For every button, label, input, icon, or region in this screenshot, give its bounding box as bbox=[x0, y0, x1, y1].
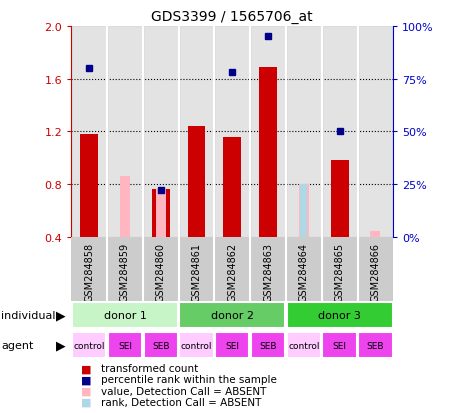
Bar bbox=[72, 332, 106, 358]
Bar bbox=[120, 177, 129, 237]
Text: ■: ■ bbox=[80, 397, 91, 407]
Bar bbox=[215, 332, 249, 358]
Text: GSM284866: GSM284866 bbox=[369, 242, 380, 301]
Bar bbox=[71, 237, 107, 301]
Bar bbox=[321, 237, 357, 301]
Text: GSM284859: GSM284859 bbox=[120, 242, 130, 301]
Bar bbox=[156, 190, 165, 237]
Bar bbox=[223, 137, 241, 237]
Text: percentile rank within the sample: percentile rank within the sample bbox=[101, 375, 276, 385]
Text: SEB: SEB bbox=[151, 341, 169, 350]
Bar bbox=[80, 135, 98, 237]
Bar bbox=[250, 237, 285, 301]
Text: GSM284861: GSM284861 bbox=[191, 242, 201, 301]
Bar bbox=[107, 237, 143, 301]
Text: agent: agent bbox=[1, 340, 33, 350]
Bar bbox=[72, 302, 178, 328]
Text: control: control bbox=[73, 341, 105, 350]
Text: SEI: SEI bbox=[225, 341, 239, 350]
Bar bbox=[285, 237, 321, 301]
Bar bbox=[151, 190, 169, 237]
Text: control: control bbox=[287, 341, 319, 350]
Bar bbox=[214, 237, 250, 301]
Bar bbox=[71, 27, 107, 237]
Bar bbox=[143, 332, 178, 358]
Text: SEB: SEB bbox=[259, 341, 276, 350]
Bar bbox=[214, 27, 250, 237]
Bar bbox=[357, 237, 392, 301]
Text: SEI: SEI bbox=[332, 341, 346, 350]
Text: donor 3: donor 3 bbox=[318, 310, 360, 320]
Bar bbox=[179, 302, 285, 328]
Bar bbox=[321, 27, 357, 237]
Bar bbox=[143, 27, 178, 237]
Text: individual: individual bbox=[1, 310, 55, 320]
Bar bbox=[179, 332, 213, 358]
Text: GSM284860: GSM284860 bbox=[156, 242, 165, 301]
Text: transformed count: transformed count bbox=[101, 363, 198, 373]
Bar bbox=[107, 332, 142, 358]
Text: rank, Detection Call = ABSENT: rank, Detection Call = ABSENT bbox=[101, 397, 261, 407]
Text: SEB: SEB bbox=[366, 341, 383, 350]
Text: donor 2: donor 2 bbox=[210, 310, 253, 320]
Bar bbox=[143, 237, 178, 301]
Bar bbox=[107, 27, 143, 237]
Bar bbox=[286, 332, 320, 358]
Bar bbox=[286, 302, 392, 328]
Text: value, Detection Call = ABSENT: value, Detection Call = ABSENT bbox=[101, 386, 266, 396]
Title: GDS3399 / 1565706_at: GDS3399 / 1565706_at bbox=[151, 10, 313, 24]
Bar bbox=[300, 185, 307, 237]
Text: control: control bbox=[180, 341, 212, 350]
Text: GSM284865: GSM284865 bbox=[334, 242, 344, 301]
Bar bbox=[322, 332, 356, 358]
Text: GSM284858: GSM284858 bbox=[84, 242, 94, 301]
Bar bbox=[178, 237, 214, 301]
Text: ▶: ▶ bbox=[56, 309, 66, 322]
Bar bbox=[298, 185, 308, 237]
Text: donor 1: donor 1 bbox=[103, 310, 146, 320]
Bar bbox=[258, 68, 276, 237]
Text: ▶: ▶ bbox=[56, 339, 66, 352]
Text: GSM284862: GSM284862 bbox=[227, 242, 237, 301]
Bar bbox=[250, 27, 285, 237]
Bar bbox=[187, 127, 205, 237]
Text: ■: ■ bbox=[80, 386, 91, 396]
Bar bbox=[285, 27, 321, 237]
Bar bbox=[178, 27, 214, 237]
Bar bbox=[250, 332, 285, 358]
Text: GSM284863: GSM284863 bbox=[263, 242, 273, 301]
Bar bbox=[358, 332, 392, 358]
Bar bbox=[330, 161, 348, 237]
Text: SEI: SEI bbox=[118, 341, 132, 350]
Bar bbox=[369, 232, 380, 237]
Text: GSM284864: GSM284864 bbox=[298, 242, 308, 301]
Text: ■: ■ bbox=[80, 375, 91, 385]
Text: ■: ■ bbox=[80, 363, 91, 373]
Bar bbox=[357, 27, 392, 237]
